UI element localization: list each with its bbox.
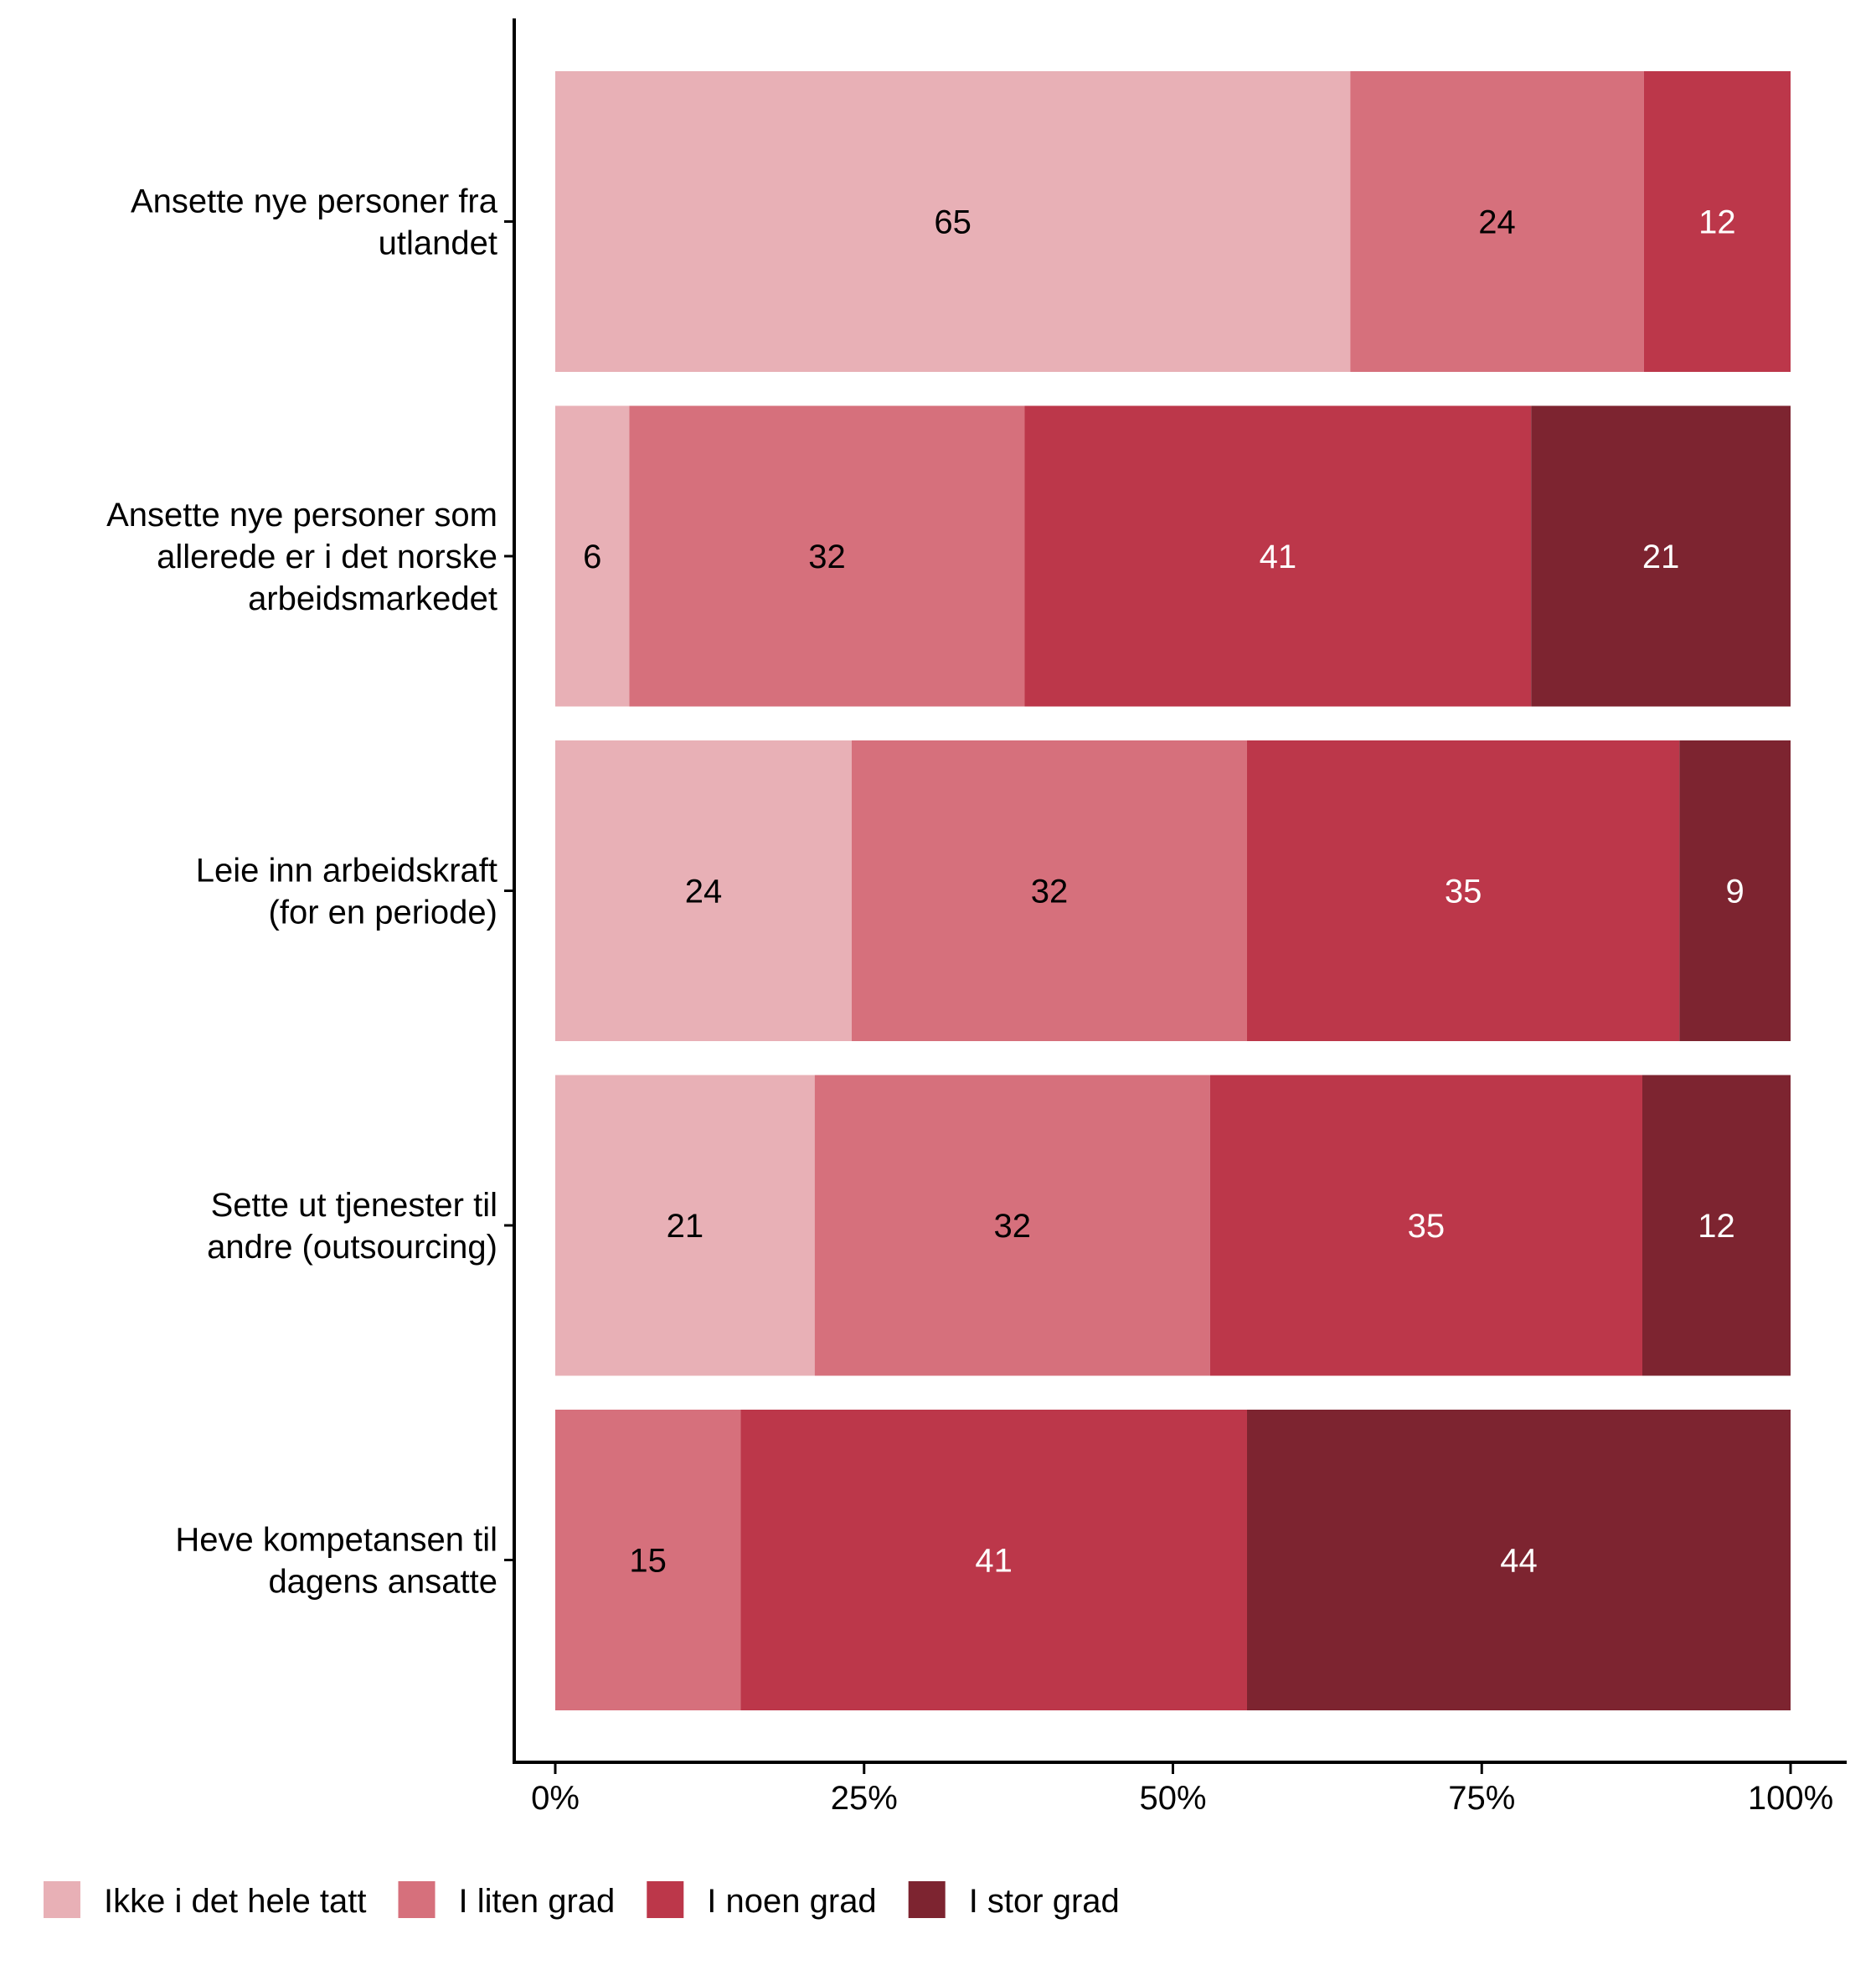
bar-segment [629,405,1025,707]
data-label: 15 [629,1543,667,1580]
y-tick-label: (for en periode) [269,895,497,931]
data-label: 32 [1031,874,1069,910]
bar-segment [814,1075,1210,1376]
bar-segment [555,1410,741,1710]
x-tick-label: 25% [831,1780,898,1817]
y-tick-label: Leie inn arbeidskraft [196,853,497,890]
data-label: 35 [1445,874,1482,910]
y-tick-label: Sette ut tjenester til [211,1187,497,1224]
bar-segment [1247,1410,1791,1710]
y-tick-label: andre (outsourcing) [207,1229,497,1266]
x-tick-label: 50% [1139,1780,1206,1817]
data-label: 24 [1478,204,1516,241]
legend-swatch [44,1881,80,1918]
x-tick-label: 0% [531,1780,580,1817]
data-label: 21 [1642,539,1680,575]
y-tick-label: arbeidsmarkedet [248,580,497,617]
y-tick-label: dagens ansatte [268,1564,497,1601]
x-tick-label: 75% [1448,1780,1515,1817]
y-tick-label: Ansette nye personer som [106,497,497,534]
bar-segment [1531,405,1791,707]
bar-segment [1209,1075,1642,1376]
bar-segment [555,740,852,1041]
bar-segment [852,740,1247,1041]
legend-label: Ikke i det hele tatt [104,1883,367,1920]
y-tick-label: allerede er i det norske [157,539,497,575]
y-tick-label: utlandet [379,225,497,262]
bar-segment [1643,71,1791,372]
legend-swatch [398,1881,436,1918]
data-label: 6 [583,539,601,575]
legend-swatch [647,1881,684,1918]
data-label: 35 [1408,1208,1446,1245]
data-label: 41 [975,1543,1013,1580]
bar-segment [1642,1075,1791,1376]
data-label: 44 [1500,1543,1538,1580]
bar-segment [740,1410,1247,1710]
bar-segment [555,71,1351,372]
bar-segment [1679,740,1791,1041]
data-label: 12 [1698,1208,1735,1245]
legend-label: I noen grad [707,1883,876,1920]
bar-segment [1350,71,1644,372]
y-tick-label: Ansette nye personer fra [131,183,498,220]
data-label: 9 [1726,874,1745,910]
data-label: 32 [994,1208,1032,1245]
data-label: 41 [1260,539,1297,575]
data-label: 32 [808,539,846,575]
data-label: 12 [1698,204,1736,241]
bar-segment [1247,740,1680,1041]
y-tick-label: Heve kompetansen til [175,1522,497,1559]
legend-swatch [908,1881,946,1918]
legend-label: I stor grad [969,1883,1120,1920]
bar-segment [1024,405,1532,707]
data-label: 65 [934,204,972,241]
data-label: 21 [667,1208,704,1245]
legend-label: I liten grad [459,1883,616,1920]
bar-segment [555,1075,815,1376]
data-label: 24 [685,874,723,910]
x-tick-label: 100% [1748,1780,1833,1817]
bar-segment [555,405,630,707]
